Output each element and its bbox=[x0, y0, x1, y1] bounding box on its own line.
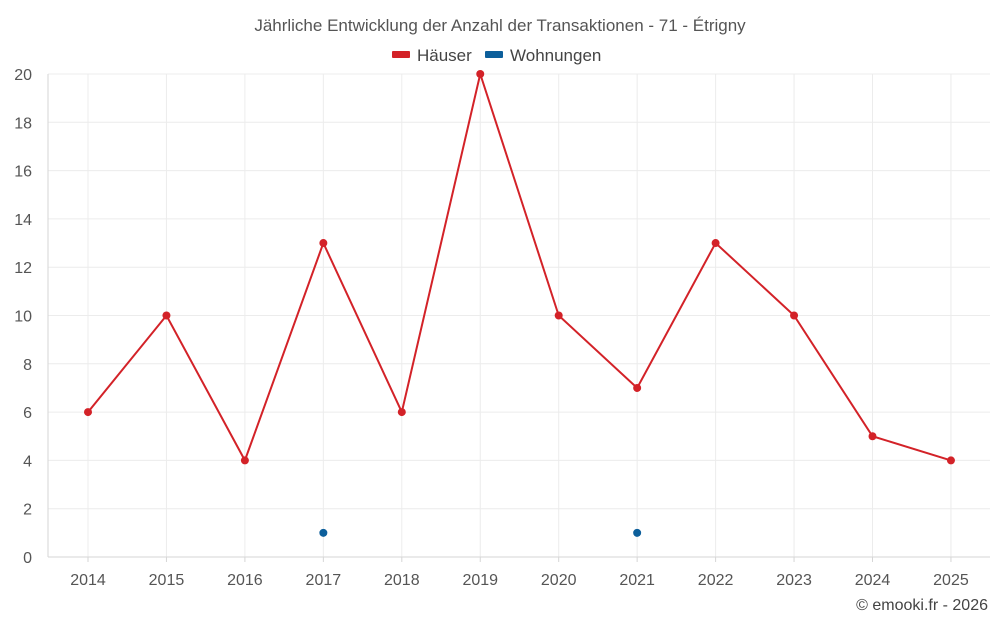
y-tick-label: 18 bbox=[14, 115, 32, 132]
legend-swatch-haeuser bbox=[392, 51, 410, 58]
series bbox=[87, 70, 952, 463]
y-tick-label: 0 bbox=[23, 550, 32, 567]
data-point-haeuser-2015[interactable] bbox=[162, 311, 171, 320]
data-point-haeuser-2024[interactable] bbox=[868, 432, 877, 441]
y-tick-label: 16 bbox=[14, 164, 32, 181]
x-tick-label: 2020 bbox=[541, 572, 577, 589]
data-point-haeuser-2018[interactable] bbox=[397, 408, 406, 417]
data-points bbox=[84, 70, 955, 537]
x-tick-label: 2023 bbox=[776, 572, 812, 589]
data-point-haeuser-2016[interactable] bbox=[240, 456, 249, 465]
legend-label-haeuser: Häuser bbox=[417, 46, 472, 65]
x-tick-label: 2015 bbox=[149, 572, 185, 589]
legend-item-haeuser[interactable]: Häuser bbox=[392, 46, 472, 65]
data-point-wohnungen-2017[interactable] bbox=[319, 528, 328, 537]
data-point-haeuser-2020[interactable] bbox=[554, 311, 563, 320]
data-point-haeuser-2021[interactable] bbox=[633, 383, 642, 392]
data-point-haeuser-2025[interactable] bbox=[946, 456, 955, 465]
data-point-haeuser-2022[interactable] bbox=[711, 239, 720, 248]
data-point-haeuser-2023[interactable] bbox=[790, 311, 799, 320]
grid bbox=[48, 73, 990, 558]
data-point-wohnungen-2021[interactable] bbox=[633, 528, 642, 537]
y-tick-label: 2 bbox=[23, 502, 32, 519]
y-tick-label: 8 bbox=[23, 357, 32, 374]
x-tick-label: 2024 bbox=[855, 572, 891, 589]
y-tick-label: 6 bbox=[23, 405, 32, 422]
data-point-haeuser-2014[interactable] bbox=[84, 408, 92, 417]
chart-credit: © emooki.fr - 2026 bbox=[856, 597, 988, 614]
data-point-haeuser-2019[interactable] bbox=[476, 70, 485, 78]
data-point-haeuser-2017[interactable] bbox=[319, 239, 328, 248]
y-tick-label: 20 bbox=[14, 67, 32, 84]
x-tick-label: 2022 bbox=[698, 572, 734, 589]
chart-legend: Häuser Wohnungen bbox=[392, 46, 601, 65]
x-tick-label: 2021 bbox=[619, 572, 655, 589]
legend-swatch-wohnungen bbox=[485, 51, 503, 58]
x-tick-label: 2019 bbox=[462, 572, 498, 589]
x-tick-label: 2018 bbox=[384, 572, 420, 589]
legend-label-wohnungen: Wohnungen bbox=[510, 46, 601, 65]
y-tick-label: 12 bbox=[14, 260, 32, 277]
y-tick-label: 14 bbox=[14, 212, 32, 229]
x-tick-label: 2017 bbox=[306, 572, 342, 589]
y-tick-label: 10 bbox=[14, 309, 32, 326]
x-tick-label: 2025 bbox=[933, 572, 969, 589]
legend-item-wohnungen[interactable]: Wohnungen bbox=[485, 46, 601, 65]
x-tick-label: 2016 bbox=[227, 572, 263, 589]
series-line-haeuser bbox=[87, 70, 952, 463]
x-tick-label: 2014 bbox=[70, 572, 106, 589]
chart-title: Jährliche Entwicklung der Anzahl der Tra… bbox=[254, 16, 746, 35]
axes: 0 2 4 6 8 10 12 14 16 18 20 2014 2015 2016 2017 2018 201… bbox=[14, 67, 990, 589]
y-tick-label: 4 bbox=[23, 453, 32, 470]
